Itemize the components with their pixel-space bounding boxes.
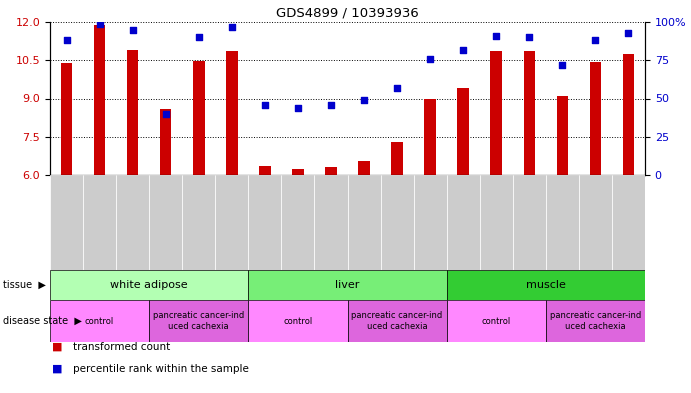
Bar (424, 99, 436, 175)
Bar (50, 175, 83, 270)
Text: tissue  ▶: tissue ▶ (3, 280, 46, 290)
Point (226, 24, 237, 30)
Bar (83, 175, 116, 270)
Bar (325, 167, 337, 175)
Point (292, 105, 303, 111)
Bar (491, 51, 502, 175)
Bar (513, 175, 546, 270)
Point (325, 101, 337, 108)
Bar (546, 175, 579, 270)
Text: control: control (85, 316, 114, 325)
Text: percentile rank within the sample: percentile rank within the sample (73, 364, 249, 374)
Bar (457, 88, 469, 175)
Bar (281, 175, 314, 270)
Bar (446, 270, 645, 300)
Bar (480, 175, 513, 270)
Point (193, 34, 205, 40)
Text: liver: liver (335, 280, 360, 290)
Text: white adipose: white adipose (111, 280, 188, 290)
Bar (226, 51, 238, 175)
Bar (127, 50, 138, 175)
Bar (556, 96, 568, 175)
Point (392, 84, 403, 91)
Bar (612, 175, 645, 270)
Bar (160, 109, 171, 175)
Bar (358, 161, 370, 175)
Bar (216, 175, 248, 270)
Bar (589, 62, 601, 175)
Bar (579, 175, 612, 270)
Bar (623, 54, 634, 175)
Point (424, 55, 435, 62)
Point (524, 34, 535, 40)
Point (623, 29, 634, 36)
Bar (546, 300, 645, 342)
Bar (248, 270, 446, 300)
Point (127, 26, 138, 33)
Bar (61, 63, 73, 175)
Bar (94, 24, 105, 175)
Bar (149, 175, 182, 270)
Bar (259, 166, 271, 175)
Point (590, 37, 601, 44)
Text: control: control (283, 316, 312, 325)
Text: pancreatic cancer-ind
uced cachexia: pancreatic cancer-ind uced cachexia (352, 311, 443, 331)
Text: pancreatic cancer-ind
uced cachexia: pancreatic cancer-ind uced cachexia (550, 311, 641, 331)
Bar (50, 300, 149, 342)
Bar (446, 300, 546, 342)
Point (94, 20, 105, 27)
Bar (292, 169, 304, 175)
Title: GDS4899 / 10393936: GDS4899 / 10393936 (276, 6, 419, 19)
Text: transformed count: transformed count (73, 342, 170, 352)
Bar (248, 175, 281, 270)
Bar (50, 270, 248, 300)
Bar (248, 300, 348, 342)
Bar (524, 51, 535, 175)
Text: ■: ■ (52, 364, 62, 374)
Text: disease state  ▶: disease state ▶ (3, 316, 82, 326)
Text: control: control (482, 316, 511, 325)
Bar (182, 175, 216, 270)
Bar (348, 175, 381, 270)
Bar (116, 175, 149, 270)
Bar (314, 175, 348, 270)
Point (61, 37, 72, 44)
Text: muscle: muscle (526, 280, 566, 290)
Bar (446, 175, 480, 270)
Point (259, 101, 270, 108)
Bar (381, 175, 414, 270)
Point (457, 46, 468, 53)
Bar (414, 175, 446, 270)
Text: ■: ■ (52, 342, 62, 352)
Point (359, 97, 370, 103)
Bar (391, 142, 403, 175)
Point (160, 111, 171, 117)
Bar (348, 300, 446, 342)
Point (557, 62, 568, 68)
Bar (193, 61, 205, 175)
Bar (149, 300, 248, 342)
Text: pancreatic cancer-ind
uced cachexia: pancreatic cancer-ind uced cachexia (153, 311, 245, 331)
Point (491, 33, 502, 39)
